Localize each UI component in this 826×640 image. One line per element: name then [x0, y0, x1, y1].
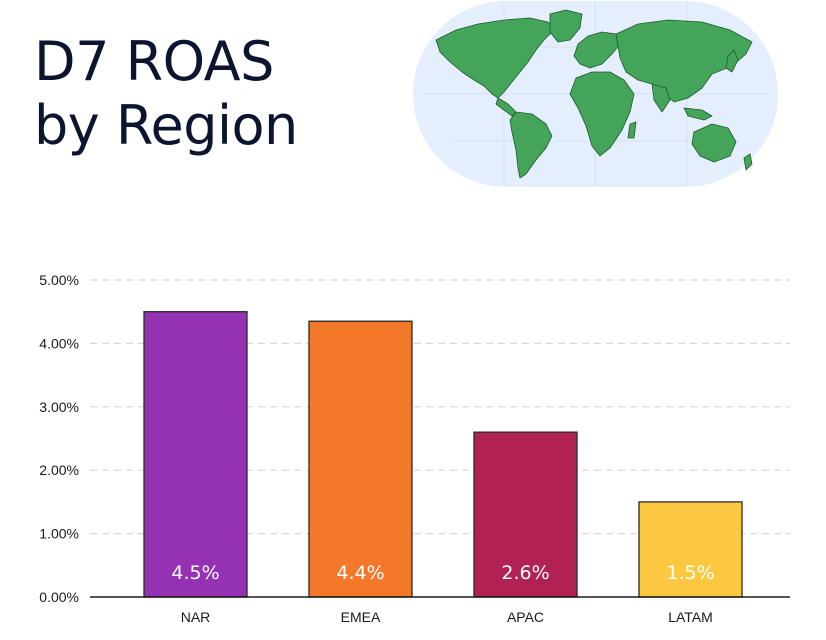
data-label: 4.4%: [336, 562, 384, 584]
y-axis: 0.00% 1.00% 2.00% 3.00% 4.00% 5.00%: [39, 272, 79, 605]
grid-lines: [90, 279, 790, 535]
bar-emea: [308, 320, 413, 598]
title-line-1: D7 ROAS: [34, 30, 274, 93]
x-tick-label: LATAM: [668, 609, 713, 625]
title-line-2: by Region: [34, 94, 298, 157]
y-tick-label: 4.00%: [39, 335, 79, 351]
y-tick-label: 2.00%: [39, 462, 79, 478]
bar-chart: 0.00% 1.00% 2.00% 3.00% 4.00% 5.00% 4.5% 4.4% 2…: [39, 272, 790, 625]
bar-nar: [143, 311, 248, 598]
y-tick-label: 5.00%: [39, 272, 79, 288]
y-tick-label: 1.00%: [39, 526, 79, 542]
x-tick-label: EMEA: [341, 609, 381, 625]
page-title: D7 ROAS by Region: [34, 30, 298, 158]
y-tick-label: 0.00%: [39, 589, 79, 605]
data-label: 4.5%: [171, 562, 219, 584]
world-map-icon: [413, 1, 778, 187]
x-tick-label: NAR: [181, 609, 211, 625]
x-tick-label: APAC: [507, 609, 544, 625]
data-label: 1.5%: [666, 562, 714, 584]
bars: 4.5% 4.4% 2.6% 1.5%: [143, 311, 743, 598]
data-label: 2.6%: [501, 562, 549, 584]
x-axis: NAR EMEA APAC LATAM: [181, 609, 713, 625]
bar-latam: [638, 501, 743, 598]
y-tick-label: 3.00%: [39, 399, 79, 415]
